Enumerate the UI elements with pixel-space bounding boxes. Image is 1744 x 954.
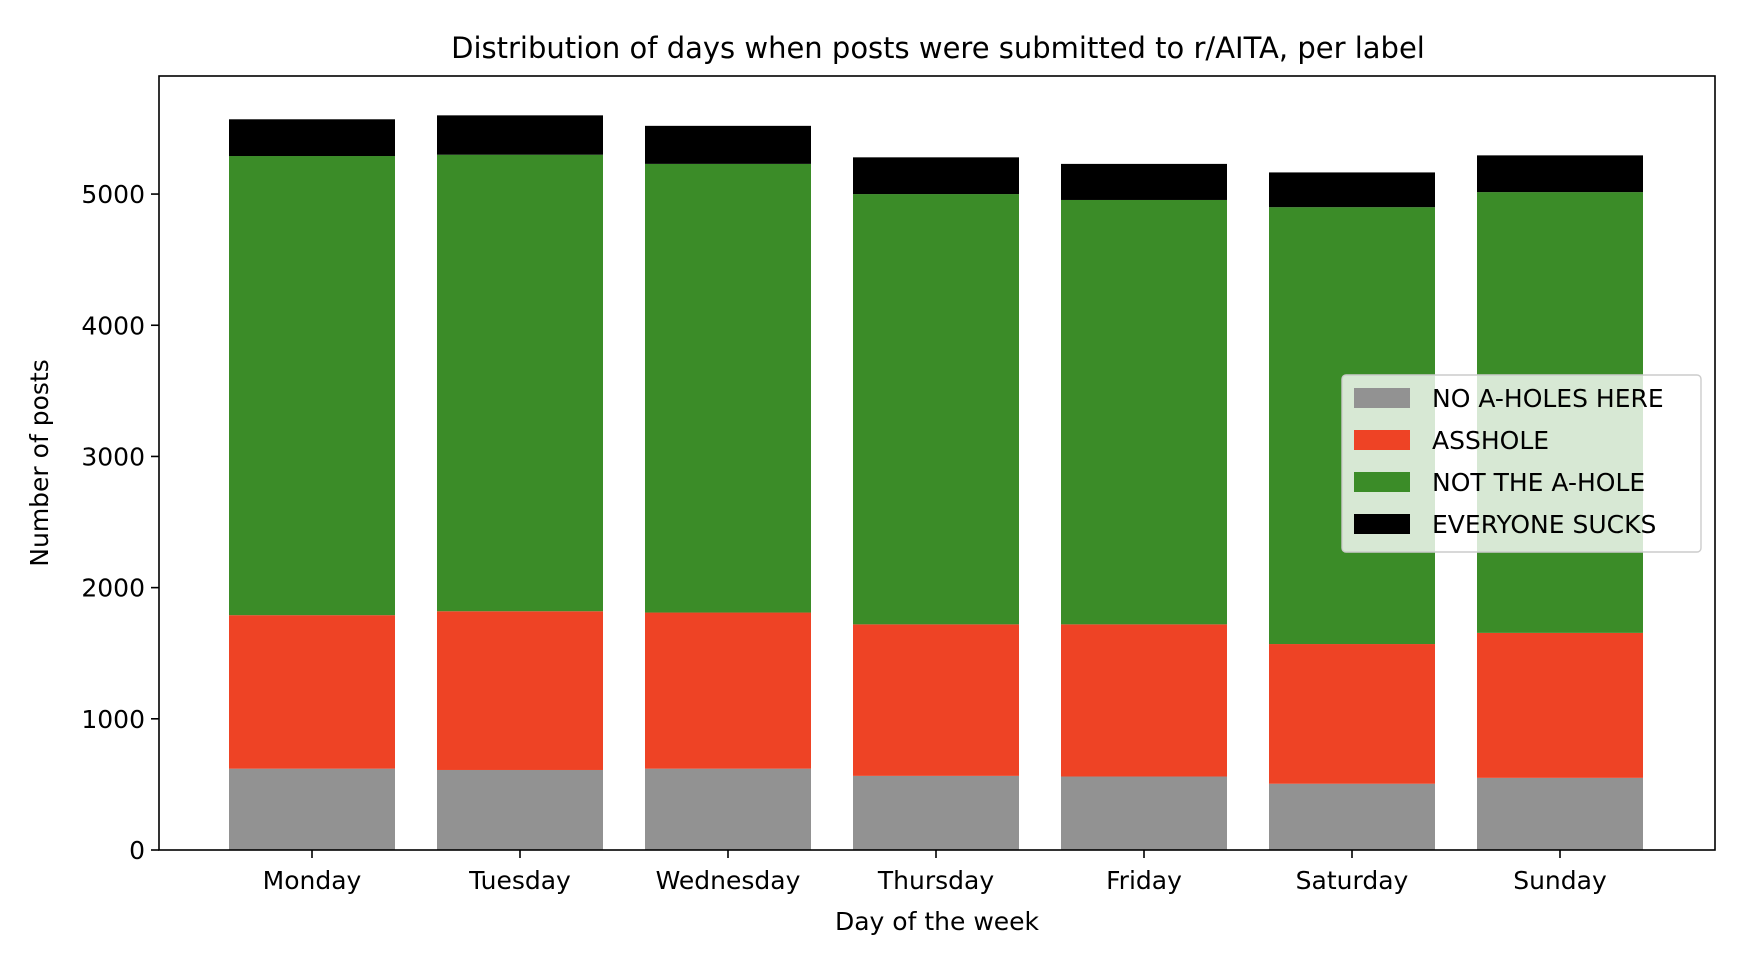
bar-monday-series-0 [229, 768, 395, 850]
y-axis-label: Number of posts [25, 359, 54, 566]
bar-sunday-series-0 [1477, 777, 1643, 850]
x-tick-label: Tuesday [468, 866, 571, 895]
legend-swatch [1354, 388, 1410, 408]
bars-layer [229, 115, 1643, 850]
bar-friday-series-0 [1061, 776, 1227, 850]
bar-tuesday-series-0 [437, 769, 603, 850]
legend-label: NOT THE A-HOLE [1432, 468, 1645, 497]
x-tick-label: Saturday [1296, 866, 1409, 895]
bar-thursday-series-0 [853, 775, 1019, 850]
plot-frame [158, 75, 1716, 851]
legend-box [1341, 374, 1702, 553]
bar-tuesday-series-2 [437, 154, 603, 612]
axis-ticks: 0 1000 2000 3000 4000 5000 Monday Tuesday Wednes… [81, 180, 1607, 895]
x-tick-label: Monday [263, 866, 362, 895]
legend-swatch [1354, 430, 1410, 450]
bar-wednesday-series-1 [645, 612, 811, 769]
y-tick-label: 0 [129, 836, 145, 865]
legend-label: EVERYONE SUCKS [1432, 510, 1656, 539]
bar-wednesday-series-2 [645, 163, 811, 613]
bar-wednesday-series-3 [645, 125, 811, 164]
bar-monday-series-1 [229, 615, 395, 769]
x-tick-label: Thursday [877, 866, 994, 895]
x-tick-label: Friday [1106, 866, 1182, 895]
bar-friday-series-3 [1061, 163, 1227, 200]
legend: NO A-HOLES HERE ASSHOLE NOT THE A-HOLE EVER… [1341, 374, 1702, 553]
y-tick-label: 4000 [81, 311, 145, 340]
legend-label: ASSHOLE [1432, 426, 1549, 455]
x-axis-label: Day of the week [835, 907, 1040, 936]
bar-sunday-series-3 [1477, 155, 1643, 193]
legend-label: NO A-HOLES HERE [1432, 384, 1664, 413]
chart-title: Distribution of days when posts were sub… [451, 31, 1425, 65]
x-tick-label: Sunday [1513, 866, 1607, 895]
bar-thursday-series-2 [853, 194, 1019, 625]
bar-sunday-series-1 [1477, 632, 1643, 778]
x-tick-label: Wednesday [656, 866, 801, 895]
bar-thursday-series-1 [853, 624, 1019, 776]
bar-monday-series-3 [229, 119, 395, 157]
bar-saturday-series-0 [1269, 783, 1435, 850]
bar-tuesday-series-1 [437, 611, 603, 770]
y-tick-label: 1000 [81, 705, 145, 734]
bar-friday-series-1 [1061, 624, 1227, 777]
bar-monday-series-2 [229, 156, 395, 616]
bar-friday-series-2 [1061, 199, 1227, 625]
y-tick-label: 3000 [81, 442, 145, 471]
bar-wednesday-series-0 [645, 768, 811, 850]
bar-tuesday-series-3 [437, 115, 603, 155]
bar-saturday-series-1 [1269, 644, 1435, 784]
legend-swatch [1354, 472, 1410, 492]
y-tick-label: 2000 [81, 574, 145, 603]
y-tick-label: 5000 [81, 180, 145, 209]
legend-swatch [1354, 514, 1410, 534]
bar-saturday-series-3 [1269, 172, 1435, 208]
bar-thursday-series-3 [853, 157, 1019, 195]
